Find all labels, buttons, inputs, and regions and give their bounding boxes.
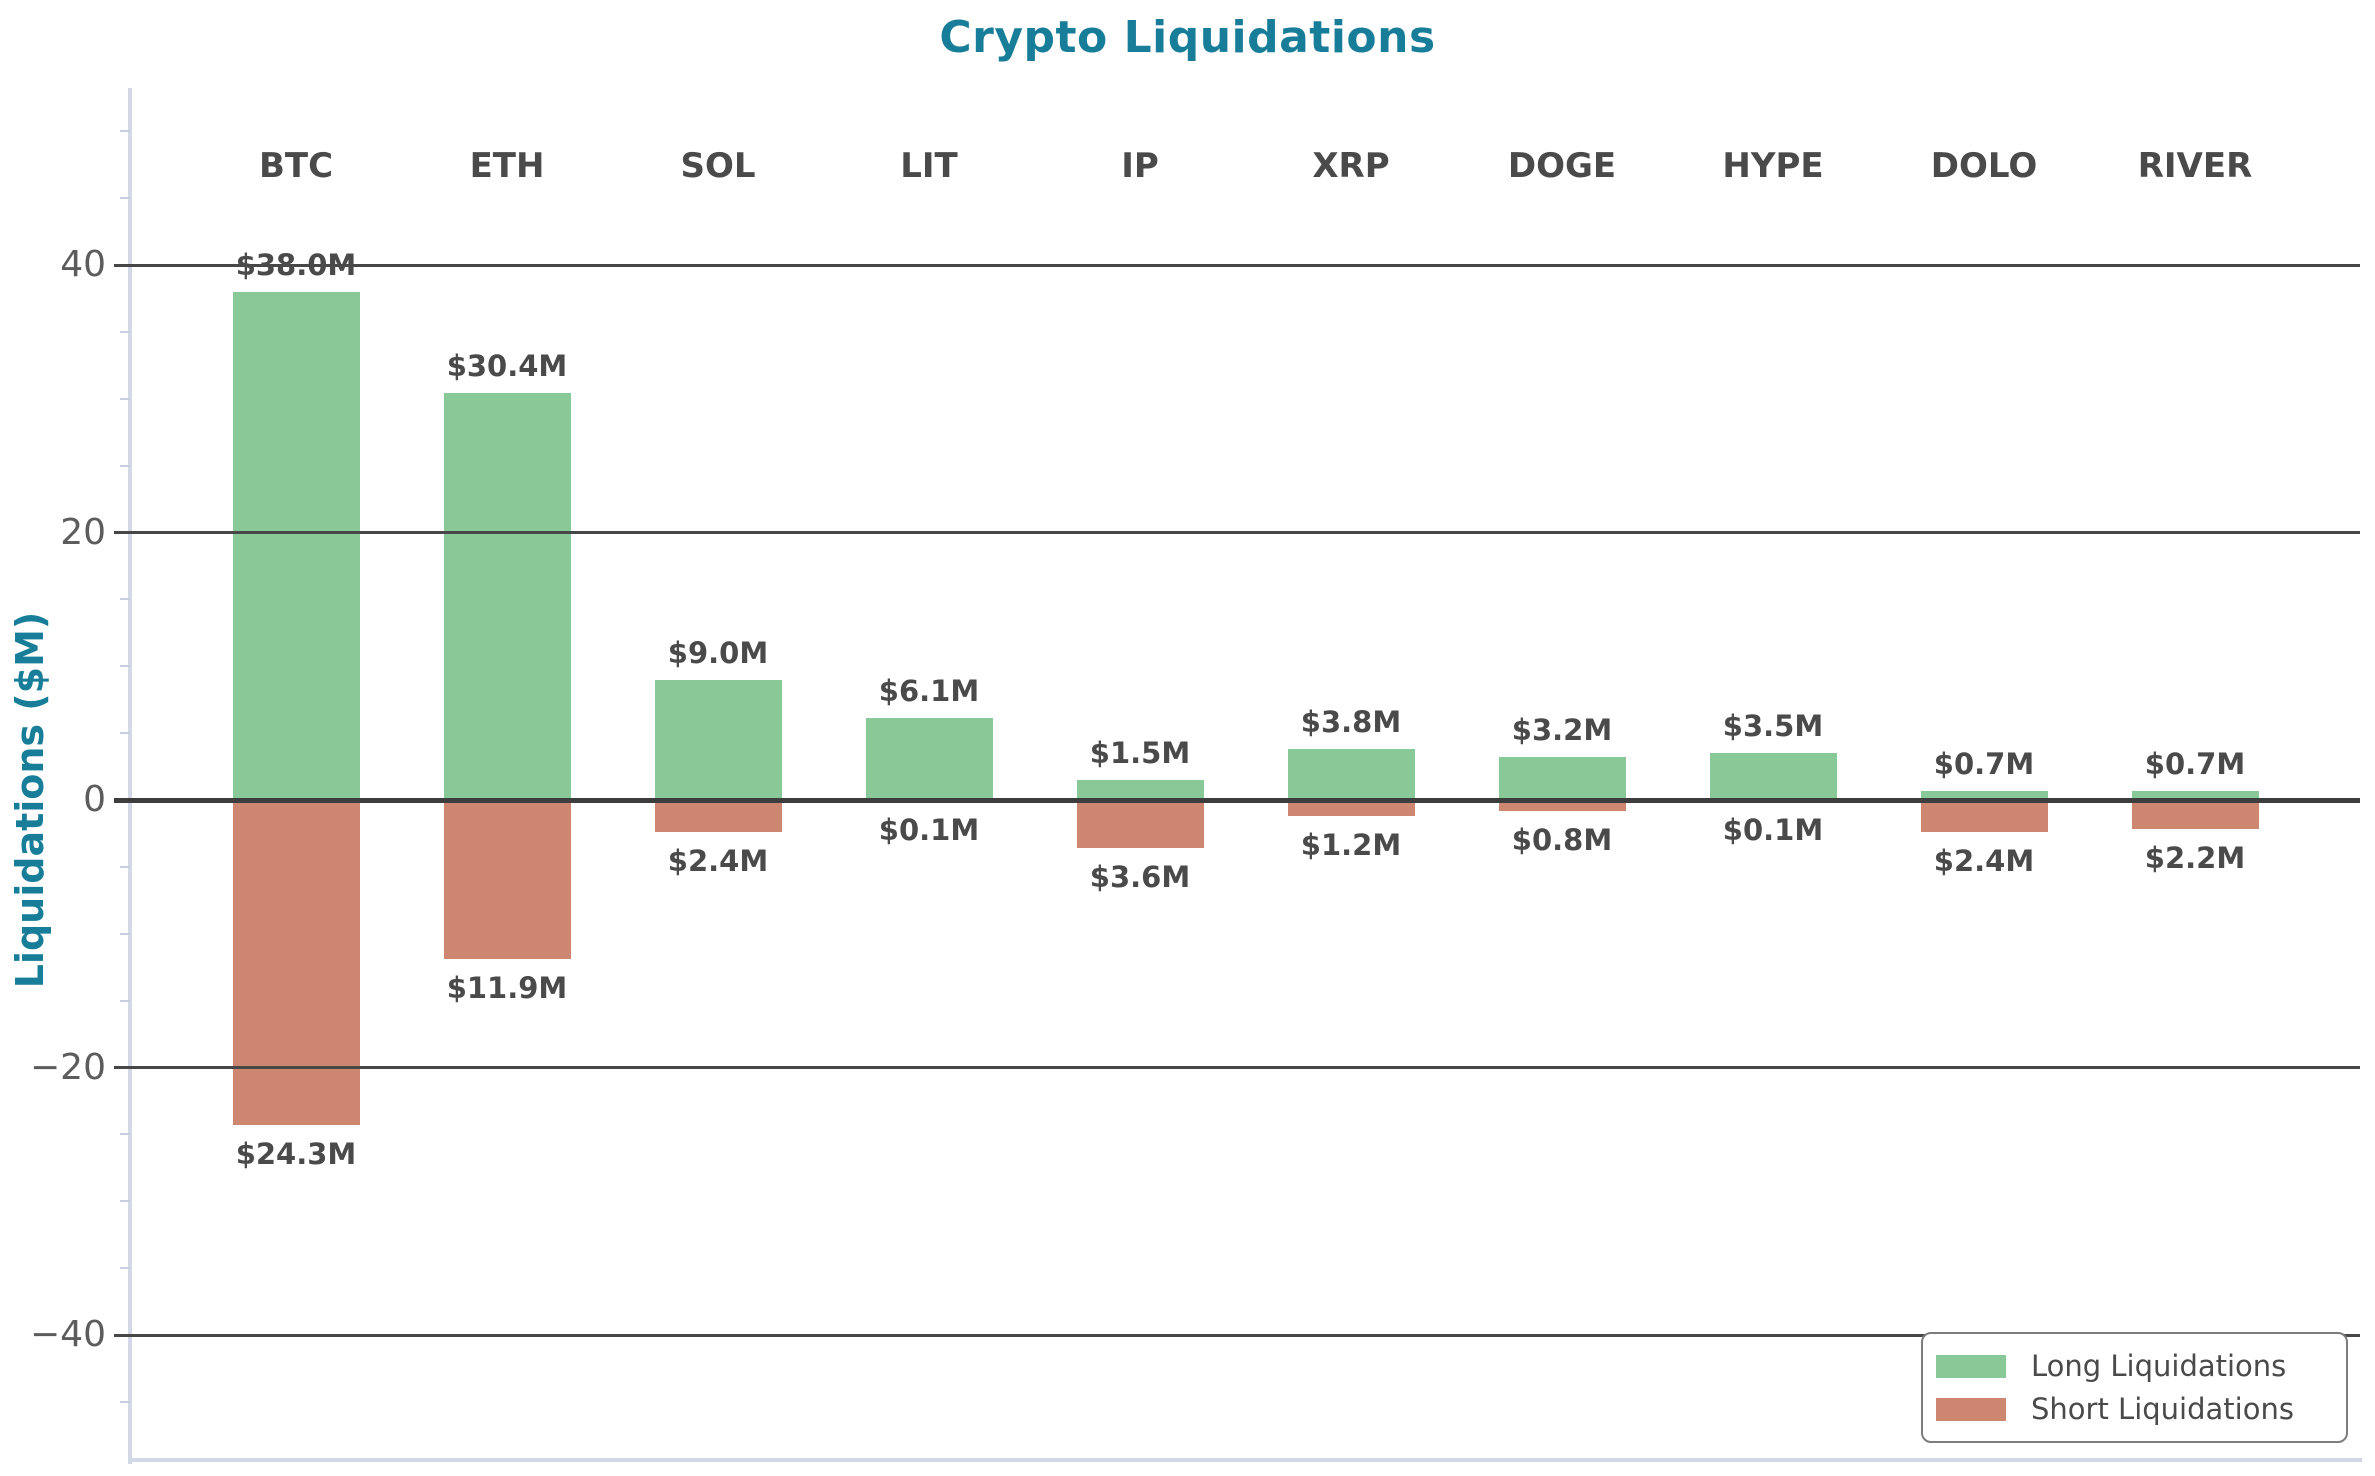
bar-long-lit	[865, 718, 993, 800]
long-liquidations-swatch-icon	[1936, 1354, 2006, 1378]
gridline--40	[114, 1333, 2360, 1337]
bar-long-eth	[443, 393, 571, 800]
category-label-hype: HYPE	[1722, 146, 1824, 186]
y-minor-tick	[120, 397, 130, 400]
value-label-short-sol: $2.4M	[667, 844, 769, 879]
y-axis-spine	[128, 88, 132, 1464]
category-label-river: RIVER	[2137, 146, 2253, 186]
bar-short-river	[2131, 800, 2259, 830]
legend-item-long: Long Liquidations	[1936, 1349, 2333, 1383]
value-label-long-sol: $9.0M	[667, 635, 769, 670]
category-label-doge: DOGE	[1507, 146, 1617, 186]
category-label-sol: SOL	[680, 146, 756, 186]
bar-short-sol	[654, 800, 782, 833]
y-minor-tick	[120, 464, 130, 467]
value-label-short-hype: $0.1M	[1722, 813, 1824, 848]
category-label-lit: LIT	[900, 146, 958, 186]
y-tick-label-20: 20	[60, 511, 106, 553]
category-label-xrp: XRP	[1312, 146, 1390, 186]
y-tick-label--20: −20	[30, 1046, 106, 1088]
y-minor-tick	[120, 865, 130, 868]
gridline-40	[114, 263, 2360, 267]
legend: Long Liquidations Short Liquidations	[1921, 1332, 2348, 1443]
zero-line	[114, 797, 2360, 803]
short-liquidations-swatch-icon	[1936, 1397, 2006, 1421]
bar-long-dolo	[1920, 790, 2048, 800]
value-label-short-btc: $24.3M	[235, 1137, 357, 1171]
legend-label-long: Long Liquidations	[2031, 1349, 2287, 1383]
value-label-short-dolo: $2.4M	[1933, 844, 2035, 879]
value-label-long-hype: $3.5M	[1722, 709, 1824, 744]
category-label-eth: ETH	[469, 146, 545, 186]
bar-long-ip	[1076, 779, 1204, 800]
value-label-long-lit: $6.1M	[878, 674, 980, 709]
category-label-btc: BTC	[258, 146, 334, 186]
y-minor-tick	[120, 1400, 130, 1403]
bar-long-river	[2131, 790, 2259, 800]
y-tick-label-0: 0	[83, 779, 106, 820]
x-axis-spine	[128, 1458, 2362, 1462]
y-minor-tick	[120, 665, 130, 668]
bar-short-dolo	[1920, 800, 2048, 833]
y-minor-tick	[120, 1200, 130, 1203]
y-minor-tick	[120, 932, 130, 935]
chart-title: Crypto Liquidations	[939, 12, 1436, 63]
value-label-long-doge: $3.2M	[1511, 713, 1613, 748]
y-minor-tick	[120, 330, 130, 333]
y-minor-tick	[120, 130, 130, 133]
category-label-ip: IP	[1121, 146, 1159, 186]
value-label-short-river: $2.2M	[2144, 841, 2246, 876]
category-label-dolo: DOLO	[1930, 146, 2038, 186]
y-minor-tick	[120, 598, 130, 601]
bar-long-xrp	[1287, 749, 1415, 800]
value-label-long-dolo: $0.7M	[1933, 746, 2035, 781]
bar-short-btc	[232, 800, 360, 1125]
y-tick-label--40: −40	[30, 1314, 106, 1355]
y-axis-label: Liquidations ($M)	[8, 611, 52, 989]
y-minor-tick	[120, 732, 130, 735]
gridline--20	[114, 1066, 2360, 1069]
value-label-long-xrp: $3.8M	[1300, 705, 1402, 740]
bar-long-hype	[1709, 753, 1837, 800]
value-label-long-btc: $38.0M	[235, 247, 357, 282]
value-label-long-river: $0.7M	[2144, 746, 2246, 781]
y-minor-tick	[120, 197, 130, 200]
value-label-short-ip: $3.6M	[1089, 860, 1191, 895]
value-label-short-doge: $0.8M	[1511, 822, 1613, 857]
value-label-short-lit: $0.1M	[878, 813, 980, 848]
bar-short-doge	[1498, 800, 1626, 811]
gridline-20	[114, 531, 2360, 534]
y-minor-tick	[120, 1133, 130, 1136]
value-label-short-xrp: $1.2M	[1300, 828, 1402, 863]
bar-long-doge	[1498, 757, 1626, 800]
y-minor-tick	[120, 999, 130, 1002]
bar-short-xrp	[1287, 800, 1415, 817]
value-label-long-ip: $1.5M	[1089, 735, 1191, 770]
bar-long-btc	[232, 291, 360, 800]
legend-label-short: Short Liquidations	[2031, 1392, 2294, 1426]
bar-short-eth	[443, 800, 571, 960]
bar-long-sol	[654, 679, 782, 800]
y-tick-label-40: 40	[60, 244, 106, 285]
value-label-short-eth: $11.9M	[446, 971, 568, 1006]
value-label-long-eth: $30.4M	[446, 349, 568, 384]
y-minor-tick	[120, 1267, 130, 1270]
bar-short-ip	[1076, 800, 1204, 849]
legend-item-short: Short Liquidations	[1936, 1392, 2333, 1426]
